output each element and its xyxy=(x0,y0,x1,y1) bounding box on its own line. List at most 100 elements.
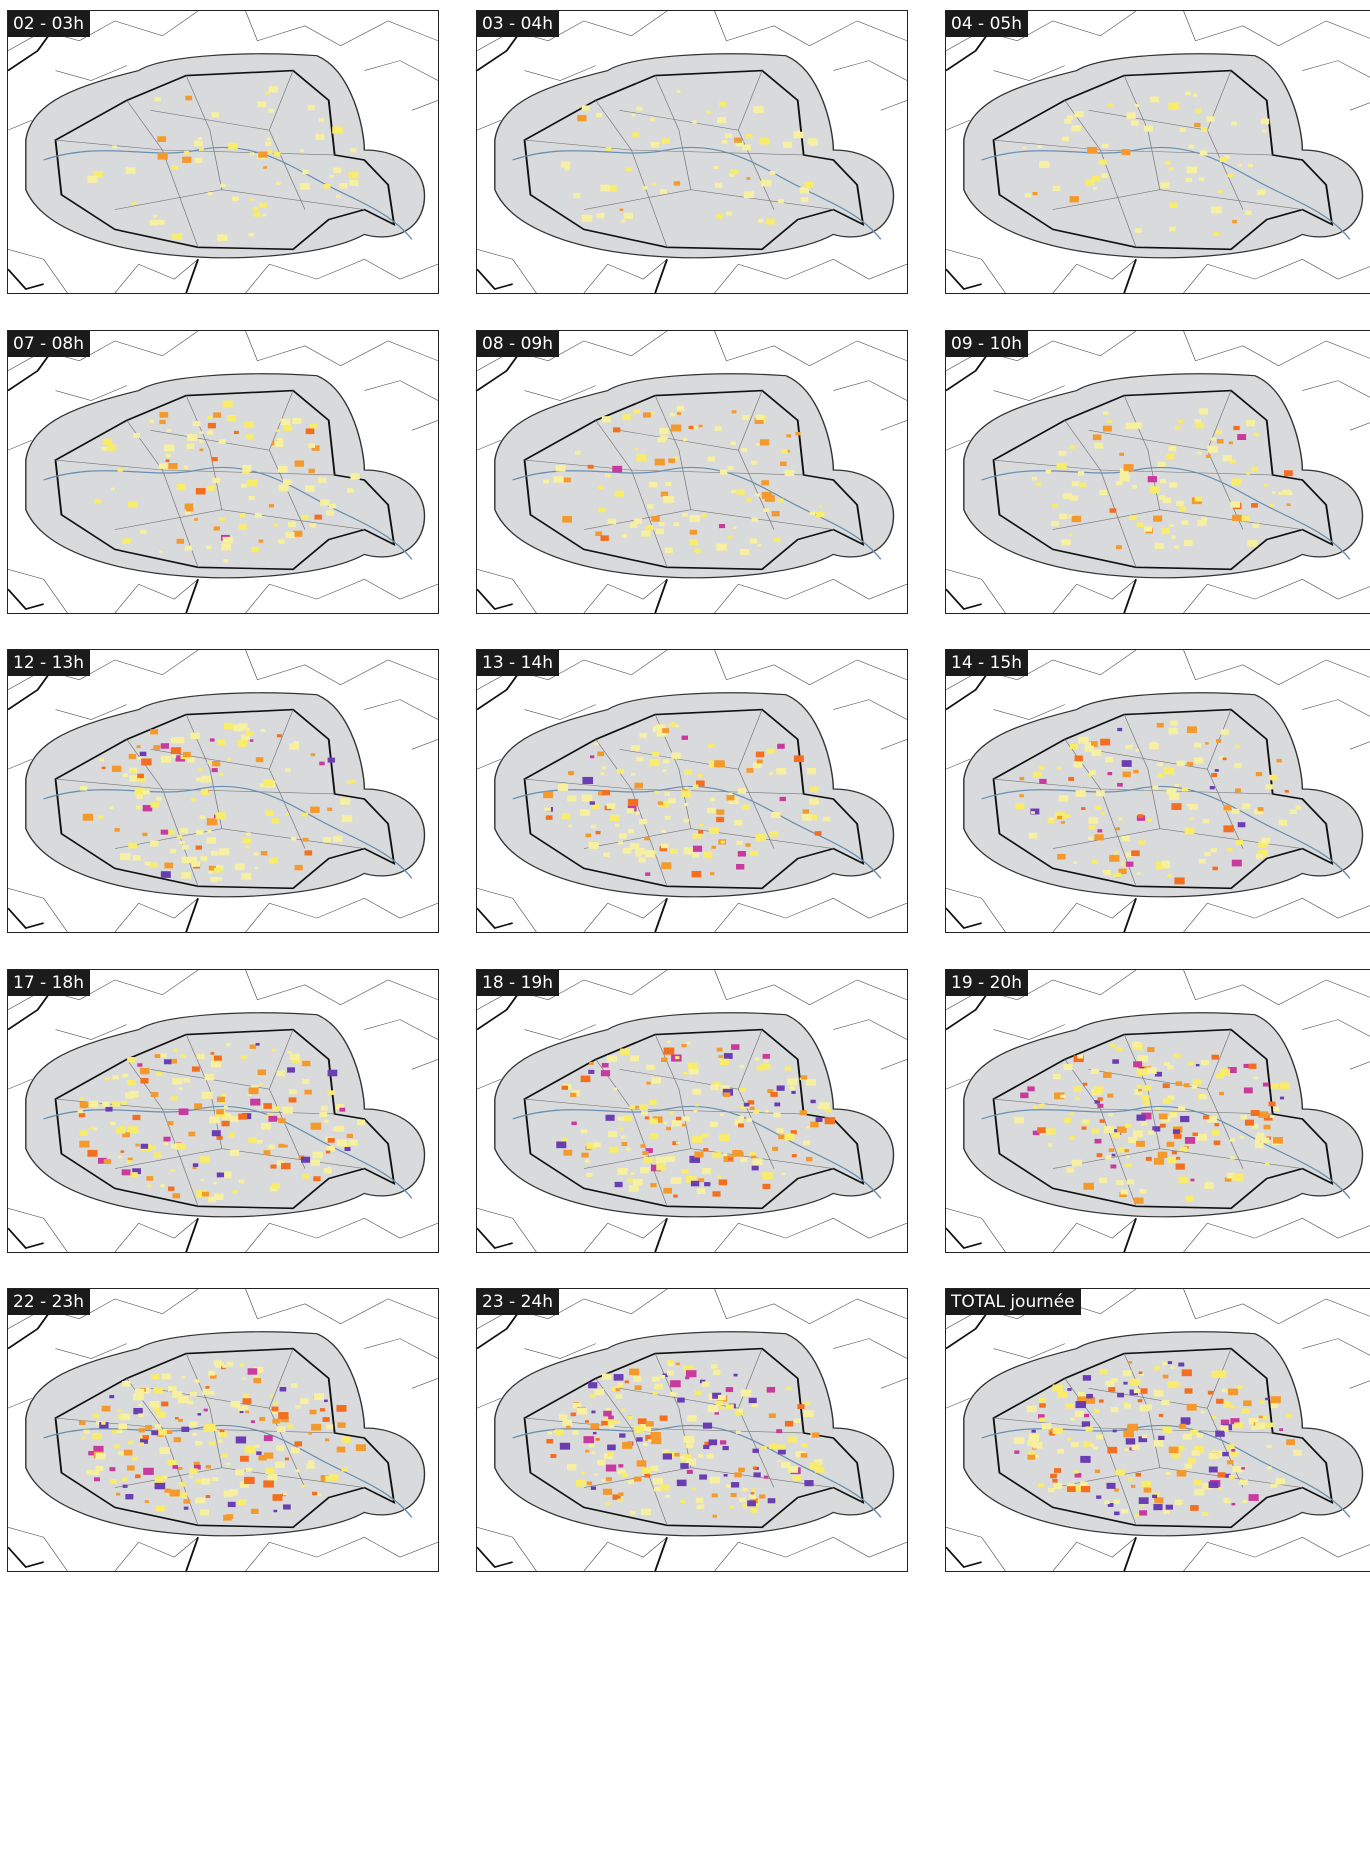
patch xyxy=(1261,1137,1270,1143)
patch xyxy=(165,453,171,458)
patch xyxy=(1195,422,1205,428)
patch xyxy=(110,1479,117,1484)
patch xyxy=(588,841,599,849)
patch xyxy=(82,813,94,821)
patch xyxy=(1149,742,1159,750)
patch xyxy=(271,1048,276,1052)
patch xyxy=(682,788,688,792)
patch xyxy=(1210,848,1217,853)
patch xyxy=(308,1432,313,1435)
patch xyxy=(558,1414,568,1421)
patch xyxy=(227,758,232,761)
patch xyxy=(132,201,137,205)
patch xyxy=(260,1122,271,1130)
patch xyxy=(1156,862,1166,869)
patch xyxy=(1153,1157,1165,1165)
patch xyxy=(621,1141,628,1146)
patch xyxy=(168,462,178,469)
patch xyxy=(268,108,274,113)
patch xyxy=(133,1408,143,1415)
patch xyxy=(222,1365,227,1368)
patch xyxy=(680,1454,692,1462)
patch xyxy=(746,497,751,501)
patch xyxy=(1073,861,1078,864)
map-panel: 09 - 10h xyxy=(945,329,1370,614)
patch xyxy=(122,1131,130,1137)
patch xyxy=(1137,1399,1143,1403)
patch xyxy=(215,812,226,820)
patch xyxy=(751,517,758,522)
patch xyxy=(1243,1063,1250,1068)
patch xyxy=(268,1115,278,1122)
patch xyxy=(730,1493,737,1498)
patch xyxy=(701,512,707,517)
patch xyxy=(1216,739,1222,743)
patch xyxy=(1141,1434,1148,1439)
patch xyxy=(245,845,250,849)
patch xyxy=(164,1488,171,1493)
patch xyxy=(119,853,131,861)
patch xyxy=(275,1461,285,1469)
patch xyxy=(778,1133,786,1139)
patch xyxy=(1154,1366,1161,1371)
patches xyxy=(546,1360,825,1518)
patch xyxy=(747,1099,755,1105)
patch xyxy=(795,1450,806,1458)
patch xyxy=(211,456,218,461)
patch xyxy=(257,101,267,108)
patch xyxy=(154,1476,165,1483)
patch xyxy=(738,1497,746,1503)
basemap xyxy=(946,11,1370,293)
patch xyxy=(1153,515,1163,522)
patch xyxy=(311,1423,322,1431)
patch xyxy=(205,1494,211,1498)
patch xyxy=(640,1143,646,1148)
patch xyxy=(563,477,571,482)
patch xyxy=(142,805,153,812)
patch xyxy=(117,1409,121,1412)
patch xyxy=(1203,1114,1209,1119)
patch xyxy=(743,1102,750,1107)
patch xyxy=(1260,118,1270,125)
patch xyxy=(347,780,353,785)
patch xyxy=(591,1451,596,1455)
patch xyxy=(1286,502,1291,506)
patch xyxy=(1032,191,1038,196)
patch xyxy=(284,1457,290,1461)
patch xyxy=(1219,157,1228,162)
patch xyxy=(1117,727,1123,732)
patch xyxy=(260,728,266,733)
patch xyxy=(293,530,303,537)
patch xyxy=(1138,1371,1143,1374)
patch xyxy=(1124,1148,1130,1152)
patch xyxy=(800,196,809,203)
patch xyxy=(1161,1115,1171,1122)
patch xyxy=(628,1184,639,1192)
patch xyxy=(1237,433,1247,440)
patch xyxy=(719,101,727,107)
patch xyxy=(195,845,202,850)
patch xyxy=(815,510,825,517)
patch xyxy=(335,1103,344,1109)
patch xyxy=(1265,1422,1273,1428)
patch xyxy=(685,1370,697,1378)
patch xyxy=(670,848,678,854)
patch xyxy=(712,1392,722,1399)
patch xyxy=(771,811,781,819)
patch xyxy=(1156,773,1164,778)
patch xyxy=(150,729,159,735)
patch xyxy=(1038,766,1045,770)
patch xyxy=(1254,808,1264,815)
patch xyxy=(762,1171,773,1179)
patch xyxy=(79,1096,84,1100)
patch xyxy=(1212,866,1218,871)
patch xyxy=(719,1406,725,1410)
patch xyxy=(176,483,186,490)
patch xyxy=(168,1385,177,1392)
patch xyxy=(657,801,664,805)
patch xyxy=(1129,514,1137,520)
patch xyxy=(1215,1430,1225,1437)
patch xyxy=(1194,1488,1205,1496)
patch xyxy=(673,1194,678,1198)
patch xyxy=(727,465,734,470)
